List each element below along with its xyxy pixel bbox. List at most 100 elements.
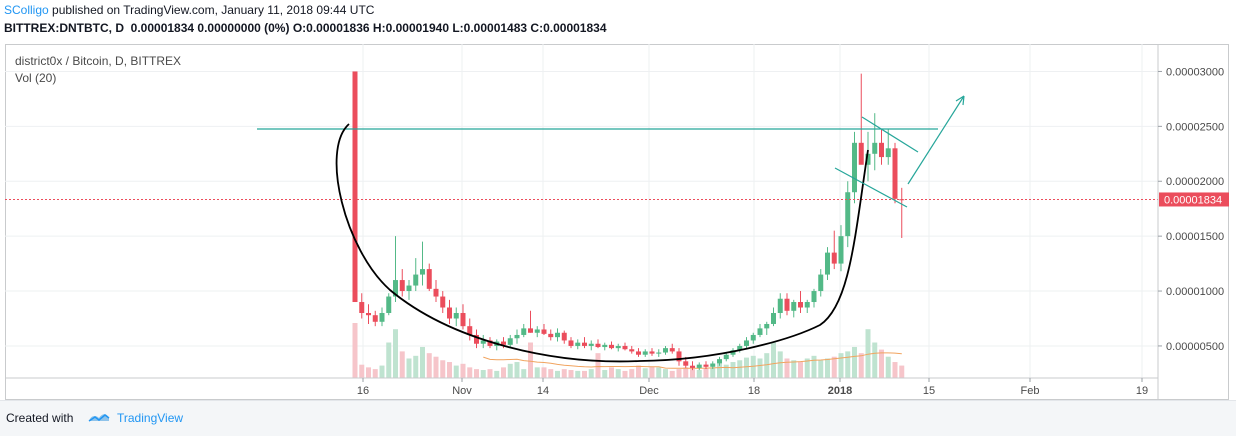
candle-body	[521, 328, 527, 335]
author-link[interactable]: SColligo	[4, 3, 49, 17]
symbol-label: BITTREX:DNTBTC, D	[4, 21, 124, 35]
candle-body	[676, 351, 682, 362]
y-tick-label: 0.00000500	[1166, 341, 1224, 353]
candle-body	[858, 142, 864, 165]
volume-bar	[615, 369, 621, 378]
volume-bar	[825, 358, 830, 378]
candle-body	[460, 313, 466, 327]
candle-body	[548, 333, 554, 338]
x-tick-label: 14	[537, 385, 549, 397]
candle-body	[447, 307, 452, 319]
volume-bar	[433, 356, 439, 378]
candle-body	[892, 148, 898, 199]
volume-bar	[413, 355, 419, 378]
open-label: O:	[292, 21, 307, 35]
volume-bar	[541, 367, 547, 378]
flag-lower-line	[834, 167, 908, 208]
y-tick-label: 0.00002000	[1166, 176, 1224, 188]
candle-body	[804, 302, 810, 308]
candle-body	[440, 296, 446, 308]
footer: Created with TradingView	[0, 400, 1236, 436]
close-label: C:	[530, 21, 544, 35]
open-value: 0.00001836	[306, 21, 370, 35]
candle-body	[696, 364, 702, 368]
y-tick-label: 0.00002500	[1166, 121, 1224, 133]
close-value: 0.00001834	[543, 21, 607, 35]
volume-bar	[696, 370, 702, 378]
volume-bar	[845, 351, 851, 378]
candle-body	[541, 329, 547, 334]
volume-bar	[426, 353, 432, 378]
volume-bar	[595, 353, 601, 378]
series-title: district0x / Bitcoin, D, BITTREX	[15, 54, 182, 68]
candle-body	[825, 252, 830, 275]
last-price-tag: 0.00001834	[1159, 192, 1229, 207]
candle-body	[602, 344, 608, 348]
volume-bar	[831, 356, 837, 378]
candle-body	[771, 313, 776, 324]
x-tick-label: 18	[748, 385, 760, 397]
volume-bar	[474, 369, 479, 378]
volume-bar	[555, 370, 560, 378]
volume-bar	[669, 370, 675, 378]
x-tick-label: Feb	[1021, 385, 1040, 397]
candle-body	[777, 298, 783, 314]
candle-body	[474, 334, 479, 344]
published-text: published on TradingView.com, January 11…	[48, 3, 375, 17]
candle-body	[663, 348, 668, 353]
x-tick-label: 19	[1136, 385, 1148, 397]
candle-body	[710, 363, 716, 367]
chart-grid	[5, 44, 1158, 378]
candle-body	[480, 340, 486, 344]
volume-bar	[514, 362, 520, 378]
tradingview-logo-icon[interactable]	[87, 409, 111, 430]
chart-legend: district0x / Bitcoin, D, BITTREX Vol (20…	[15, 53, 181, 87]
volume-bar	[656, 367, 662, 378]
volume-bar	[663, 369, 668, 378]
volume-bar	[629, 369, 635, 378]
candle-body	[656, 352, 662, 354]
candle-body	[838, 236, 844, 264]
volume-bar	[460, 363, 466, 378]
candle-body	[467, 326, 473, 335]
volume-bar	[528, 342, 533, 378]
candle-body	[588, 343, 594, 346]
volume-bar	[366, 367, 371, 378]
candle-body	[636, 351, 641, 355]
candle-body	[885, 148, 891, 158]
breakout-arrow-line	[907, 95, 965, 185]
volume-bar	[487, 369, 493, 378]
volume-bar	[737, 360, 743, 378]
volume-bar	[602, 370, 608, 378]
high-value: 0.00001940	[385, 21, 449, 35]
candle-body	[744, 340, 749, 346]
volume-bar	[818, 360, 824, 378]
candle-body	[649, 351, 655, 354]
candle-body	[366, 313, 371, 316]
candle-body	[690, 365, 695, 368]
last-price-label: 0.00001834	[1164, 194, 1222, 206]
volume-title: Vol (20)	[15, 71, 57, 85]
candle-body	[555, 332, 560, 338]
candle-body	[750, 334, 756, 341]
volume-bar	[730, 362, 736, 378]
volume-bar	[804, 358, 810, 378]
volume-bar	[784, 358, 790, 378]
candle-body	[723, 354, 729, 360]
cup-curve	[335, 123, 869, 363]
candle-body	[757, 328, 763, 335]
candle-body	[582, 342, 587, 346]
volume-bar	[582, 370, 587, 378]
candle-body	[865, 153, 871, 165]
y-tick-label: 0.00001000	[1166, 286, 1224, 298]
candle-body	[737, 345, 743, 351]
candle-body	[487, 340, 493, 346]
candle-body	[372, 315, 378, 322]
volume-bar	[548, 369, 554, 378]
candle-body	[453, 313, 459, 319]
chart-frame[interactable]	[5, 44, 1229, 400]
candle-body	[568, 340, 574, 346]
volume-bar	[703, 368, 709, 378]
tradingview-link[interactable]: TradingView	[117, 411, 184, 425]
